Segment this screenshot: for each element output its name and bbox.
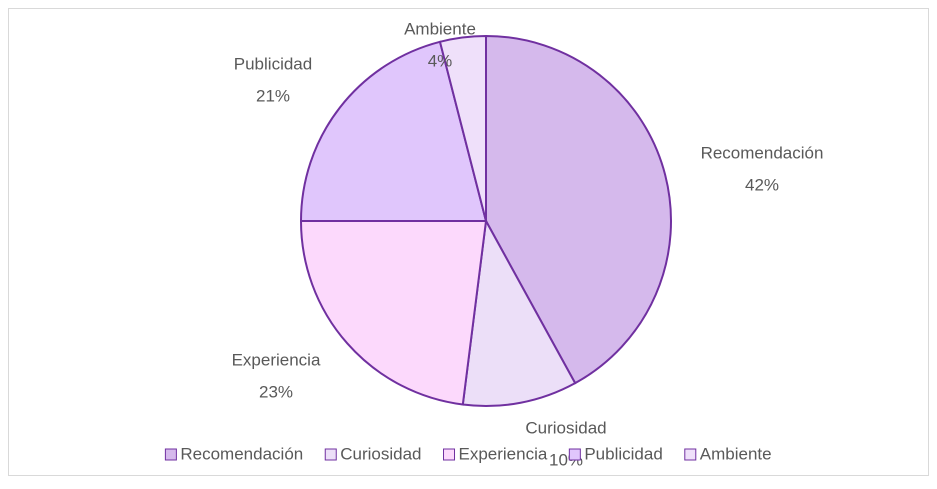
- legend-swatch: [324, 448, 337, 461]
- slice-label: Curiosidad: [525, 418, 606, 437]
- slice-label: Publicidad: [234, 54, 312, 73]
- legend-swatch: [443, 448, 456, 461]
- slice-label: Ambiente: [404, 19, 476, 38]
- pie-slice: [299, 40, 488, 222]
- legend-swatch: [684, 448, 697, 461]
- slice-value-label: 23%: [259, 382, 293, 401]
- legend-label: Curiosidad: [340, 444, 421, 463]
- pie-slice: [485, 34, 672, 385]
- legend-label: Ambiente: [700, 444, 772, 463]
- pie-slice: [299, 220, 488, 406]
- slice-label: Experiencia: [232, 350, 321, 369]
- pie-slice: [438, 34, 487, 222]
- slice-label: Recomendación: [701, 143, 824, 162]
- legend-label: Recomendación: [180, 444, 303, 463]
- legend-swatch: [568, 448, 581, 461]
- slice-value-label: 42%: [745, 175, 779, 194]
- slice-value-label: 4%: [428, 51, 453, 70]
- legend-label: Publicidad: [584, 444, 662, 463]
- slice-value-label: 21%: [256, 86, 290, 105]
- legend-swatch: [164, 448, 177, 461]
- legend-label: Experiencia: [459, 444, 548, 463]
- pie-slice: [461, 217, 577, 407]
